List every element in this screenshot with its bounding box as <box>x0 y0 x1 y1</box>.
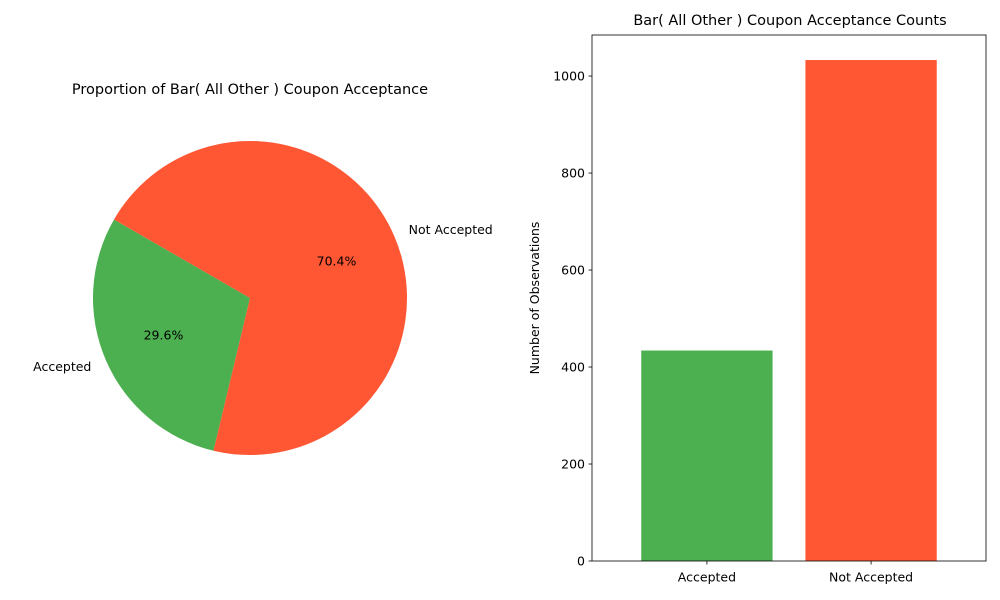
y-tick-label: 600 <box>561 263 585 278</box>
pie-label-not-accepted: Not Accepted <box>409 222 493 237</box>
y-axis-label: Number of Observations <box>527 222 542 375</box>
bar-accepted <box>641 350 773 561</box>
pie-labels: Accepted 29.6% Not Accepted 70.4% <box>33 222 493 374</box>
y-tick-label: 800 <box>561 166 585 181</box>
bar-chart-title: Bar( All Other ) Coupon Acceptance Count… <box>633 13 946 29</box>
x-tick-label-accepted: Accepted <box>678 570 736 585</box>
bar-marks <box>641 60 937 562</box>
pie-slices <box>92 140 407 455</box>
pie-pct-not-accepted: 70.4% <box>317 253 357 268</box>
pie-slice-not-accepted <box>114 140 407 455</box>
y-tick-label: 0 <box>577 554 585 569</box>
pie-pct-accepted: 29.6% <box>144 328 184 343</box>
x-tick-label-not-accepted: Not Accepted <box>829 570 913 585</box>
pie-chart-title: Proportion of Bar( All Other ) Coupon Ac… <box>72 82 428 98</box>
bar-axes-frame <box>591 34 987 562</box>
y-tick-label: 1000 <box>553 69 585 84</box>
pie-label-accepted: Accepted <box>33 359 91 374</box>
bar-axes: Accepted Not Accepted 0 200 400 600 800 1000 <box>553 34 987 585</box>
bar-chart: Bar( All Other ) Coupon Acceptance Count… <box>527 13 987 585</box>
y-tick-label: 400 <box>561 360 585 375</box>
y-tick-label: 200 <box>561 457 585 472</box>
pie-slice-accepted <box>92 219 250 451</box>
pie-chart: Proportion of Bar( All Other ) Coupon Ac… <box>33 82 493 455</box>
bar-not-accepted <box>805 60 937 562</box>
